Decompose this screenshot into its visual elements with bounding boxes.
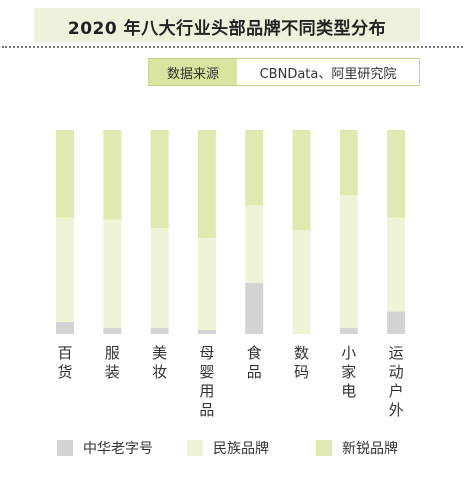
x-tick-label-8-4: 外 — [389, 401, 404, 419]
bar-segment-3-8 — [387, 130, 406, 218]
bar-segment-1-3 — [150, 327, 169, 334]
x-tick-label-2-2: 装 — [105, 363, 120, 381]
bar-segment-3-6 — [292, 130, 311, 230]
legend-label-3: 新锐品牌 — [342, 441, 398, 457]
bar-segment-3-1 — [56, 130, 74, 218]
legend-item-3: 新锐品牌 — [316, 438, 398, 458]
legend-swatch-3 — [316, 440, 332, 456]
bar-segment-3-4 — [197, 130, 216, 239]
x-tick-label-3-1: 美 — [152, 344, 167, 362]
bar-segment-3-2 — [103, 130, 122, 220]
bar-segment-1-5 — [245, 283, 264, 334]
x-tick-label-7-2: 家 — [341, 363, 356, 381]
bar-segment-2-1 — [56, 217, 74, 322]
legend-item-1: 中华老字号 — [57, 438, 153, 458]
x-tick-label-6-2: 码 — [294, 363, 309, 381]
dotted-divider — [2, 46, 463, 48]
x-tick-label-7-1: 小 — [341, 344, 356, 362]
x-tick-label-4-3: 用 — [199, 382, 214, 400]
bar-segment-3-7 — [339, 130, 358, 196]
x-tick-label-4-4: 品 — [199, 401, 214, 419]
x-tick-label-1-2: 货 — [57, 363, 72, 381]
source-box: 数据来源 CBNData、阿里研究院 — [148, 58, 420, 86]
legend-swatch-2 — [187, 440, 203, 456]
x-tick-label-6-1: 数 — [294, 344, 309, 362]
source-value: CBNData、阿里研究院 — [259, 66, 397, 82]
x-tick-label-8-3: 户 — [389, 382, 404, 400]
bar-segment-3-3 — [150, 130, 169, 228]
title-banner: 2020 年八大行业头部品牌不同类型分布 — [34, 8, 420, 42]
x-tick-label-1-1: 百 — [57, 344, 72, 362]
bar-segment-2-4 — [197, 238, 216, 330]
bar-segment-1-4 — [197, 329, 216, 334]
chart-title: 2020 年八大行业头部品牌不同类型分布 — [67, 19, 387, 39]
bar-segment-3-5 — [245, 130, 264, 206]
legend-swatch-1 — [57, 440, 73, 456]
bar-segment-1-2 — [103, 327, 122, 334]
x-tick-label-5-2: 品 — [247, 363, 262, 381]
source-label: 数据来源 — [149, 59, 237, 85]
bar-segment-2-5 — [245, 205, 264, 283]
bar-segment-2-3 — [150, 227, 169, 328]
legend-item-2: 民族品牌 — [187, 438, 269, 458]
x-tick-label-8-1: 运 — [389, 344, 404, 362]
bar-segment-2-8 — [387, 217, 406, 312]
legend-label-1: 中华老字号 — [83, 441, 153, 457]
bar-segment-2-7 — [339, 195, 358, 328]
bar-segment-2-6 — [292, 229, 311, 334]
legend: 中华老字号 民族品牌 新锐品牌 — [0, 438, 465, 464]
x-tick-label-4-2: 婴 — [199, 363, 214, 381]
bar-segment-1-7 — [339, 327, 358, 334]
x-tick-label-5-1: 食 — [247, 344, 262, 362]
bars-group — [56, 130, 406, 334]
bar-segment-1-1 — [56, 321, 74, 334]
bar-segment-1-8 — [387, 311, 406, 334]
x-tick-label-8-2: 动 — [389, 363, 404, 381]
x-tick-label-3-2: 妆 — [152, 363, 167, 381]
x-tick-label-7-3: 电 — [341, 382, 356, 400]
x-tick-label-4-1: 母 — [199, 344, 214, 362]
x-tick-label-2-1: 服 — [105, 344, 120, 362]
legend-label-2: 民族品牌 — [213, 441, 269, 457]
bar-segment-2-2 — [103, 219, 122, 328]
